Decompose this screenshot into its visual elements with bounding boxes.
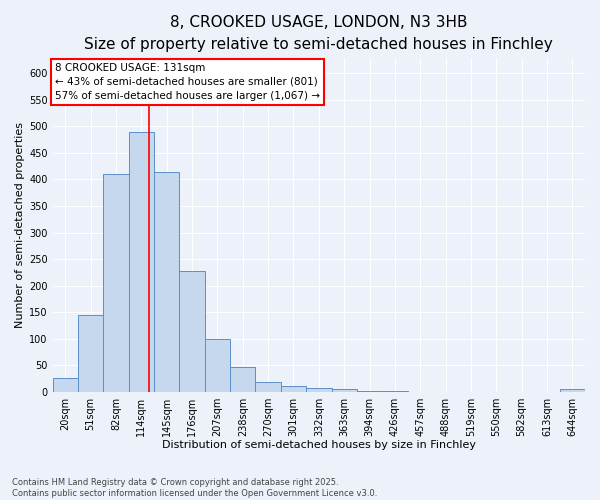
Bar <box>129 132 154 392</box>
Bar <box>357 390 382 392</box>
Bar <box>103 174 129 392</box>
Bar <box>306 388 332 392</box>
Bar <box>332 390 357 392</box>
Bar <box>205 338 230 392</box>
X-axis label: Distribution of semi-detached houses by size in Finchley: Distribution of semi-detached houses by … <box>162 440 476 450</box>
Bar <box>382 391 407 392</box>
Bar <box>230 366 256 392</box>
Y-axis label: Number of semi-detached properties: Number of semi-detached properties <box>15 122 25 328</box>
Bar <box>78 314 103 392</box>
Text: Contains HM Land Registry data © Crown copyright and database right 2025.
Contai: Contains HM Land Registry data © Crown c… <box>12 478 377 498</box>
Bar <box>256 382 281 392</box>
Bar <box>154 172 179 392</box>
Bar <box>560 389 585 392</box>
Bar <box>53 378 78 392</box>
Text: 8 CROOKED USAGE: 131sqm
← 43% of semi-detached houses are smaller (801)
57% of s: 8 CROOKED USAGE: 131sqm ← 43% of semi-de… <box>55 63 320 101</box>
Bar <box>179 270 205 392</box>
Title: 8, CROOKED USAGE, LONDON, N3 3HB
Size of property relative to semi-detached hous: 8, CROOKED USAGE, LONDON, N3 3HB Size of… <box>85 15 553 52</box>
Bar <box>281 386 306 392</box>
